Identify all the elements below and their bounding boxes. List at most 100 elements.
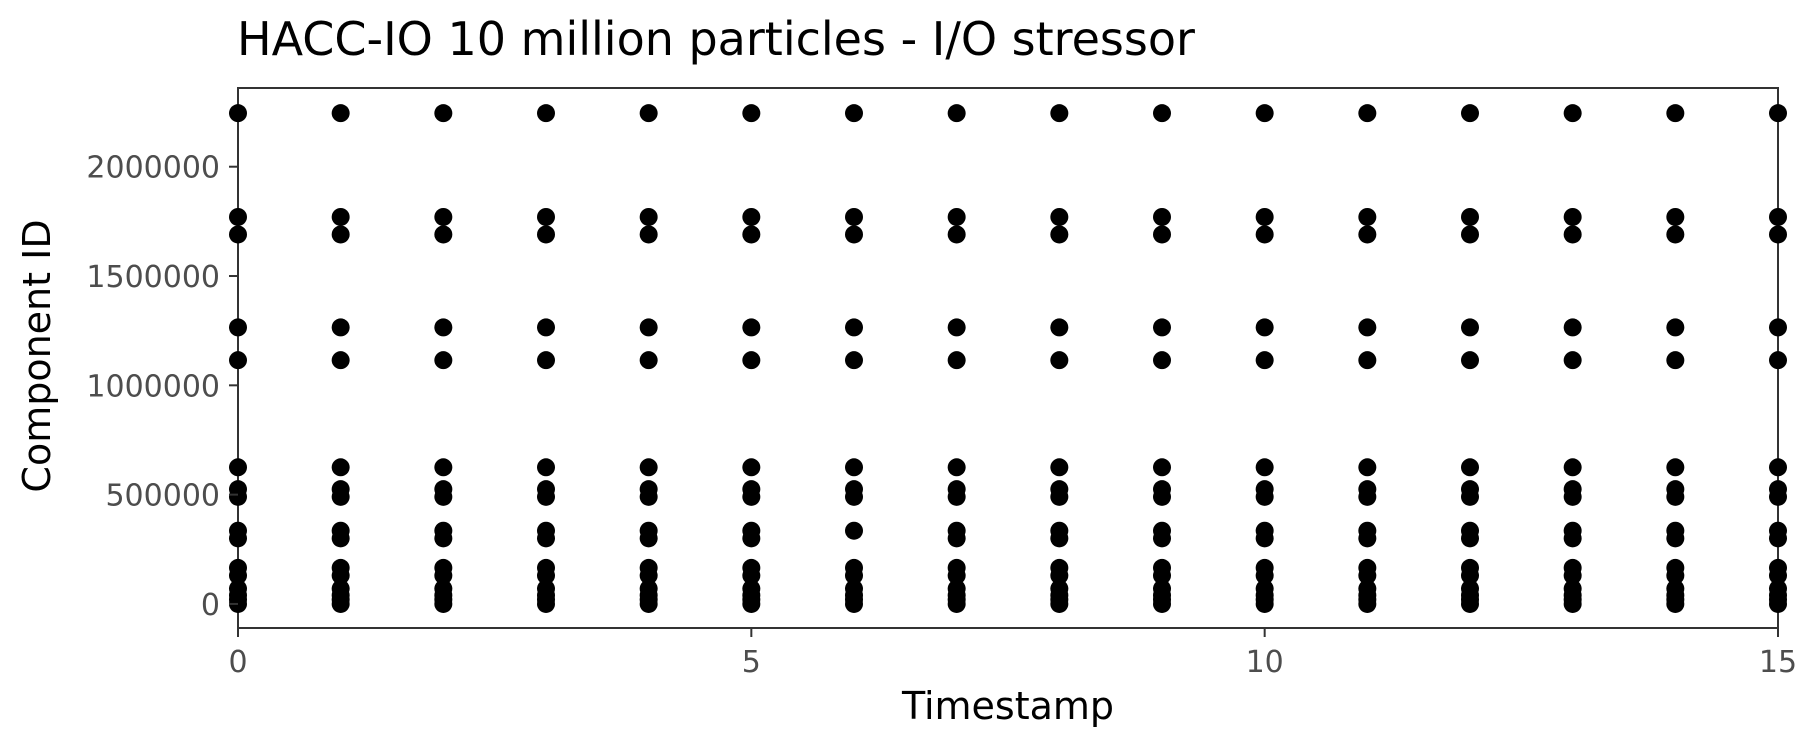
data-point [1255, 225, 1274, 244]
plot-panel [237, 87, 1779, 629]
data-point [537, 579, 555, 598]
data-point [1153, 225, 1171, 244]
data-point [1666, 207, 1685, 226]
data-point [1153, 521, 1171, 540]
data-point [845, 480, 863, 499]
data-point [537, 104, 555, 123]
data-point [434, 521, 453, 540]
chart-title: HACC-IO 10 million particles - I/O stres… [237, 12, 1195, 66]
data-point [537, 458, 555, 477]
data-point [1563, 521, 1582, 540]
data-point [1769, 579, 1787, 598]
data-point [742, 104, 761, 123]
data-point [1769, 104, 1787, 123]
data-point [1666, 480, 1685, 499]
data-point [537, 480, 555, 499]
data-point [1358, 351, 1377, 370]
data-point [1563, 558, 1582, 577]
data-point [1461, 458, 1479, 477]
data-point [947, 225, 966, 244]
data-point [1461, 318, 1479, 337]
data-point [1153, 207, 1171, 226]
data-point [331, 225, 350, 244]
data-point [1769, 225, 1787, 244]
y-tick-label: 2000000 [86, 151, 220, 186]
data-point [1666, 318, 1685, 337]
data-point [434, 351, 453, 370]
data-point [1255, 521, 1274, 540]
data-point [845, 521, 863, 540]
data-point [742, 207, 761, 226]
y-tick-label: 1500000 [86, 260, 220, 295]
data-point [537, 318, 555, 337]
x-axis: 0 5 10 15 [228, 628, 1797, 680]
data-point [1461, 104, 1479, 123]
data-point [1050, 318, 1069, 337]
data-point [229, 458, 247, 477]
data-point [947, 207, 966, 226]
data-point [639, 579, 658, 598]
data-point [229, 351, 247, 370]
x-tick-label: 0 [228, 645, 247, 680]
data-point [331, 207, 350, 226]
data-point [1050, 558, 1069, 577]
data-point [742, 558, 761, 577]
data-point [845, 579, 863, 598]
data-point [229, 318, 247, 337]
data-point [1050, 225, 1069, 244]
data-point [1769, 318, 1787, 337]
data-point [1153, 579, 1171, 598]
data-point [1050, 579, 1069, 598]
data-point [1666, 521, 1685, 540]
data-point [1153, 480, 1171, 499]
data-point [1563, 579, 1582, 598]
data-point [229, 207, 247, 226]
data-point [434, 558, 453, 577]
data-point [1153, 458, 1171, 477]
data-point [331, 558, 350, 577]
data-point [1563, 351, 1582, 370]
data-point [1769, 207, 1787, 226]
data-point [1255, 207, 1274, 226]
data-point [1769, 351, 1787, 370]
data-point [1666, 104, 1685, 123]
data-point [1358, 579, 1377, 598]
data-point [1255, 480, 1274, 499]
data-point [537, 207, 555, 226]
data-point [1461, 207, 1479, 226]
data-point [1255, 458, 1274, 477]
data-point [537, 521, 555, 540]
data-point [1255, 104, 1274, 123]
data-point [1358, 558, 1377, 577]
data-point [639, 521, 658, 540]
data-point [639, 207, 658, 226]
data-point [1050, 351, 1069, 370]
data-point [1050, 480, 1069, 499]
data-point [331, 480, 350, 499]
x-tick-label: 15 [1759, 645, 1797, 680]
data-point [947, 104, 966, 123]
data-point [1461, 480, 1479, 499]
data-point [1563, 104, 1582, 123]
data-point [1153, 351, 1171, 370]
data-point [537, 558, 555, 577]
data-point [331, 104, 350, 123]
data-point [639, 351, 658, 370]
data-point [1461, 521, 1479, 540]
data-point [742, 351, 761, 370]
data-point [1769, 521, 1787, 540]
data-point [1358, 225, 1377, 244]
data-point [639, 225, 658, 244]
data-point [1461, 225, 1479, 244]
data-point [1666, 558, 1685, 577]
data-point [1563, 480, 1582, 499]
data-point [742, 225, 761, 244]
data-point [434, 579, 453, 598]
data-point [742, 521, 761, 540]
data-point [537, 351, 555, 370]
data-points [229, 104, 1787, 613]
data-point [1050, 104, 1069, 123]
data-point [434, 318, 453, 337]
data-point [229, 579, 247, 598]
